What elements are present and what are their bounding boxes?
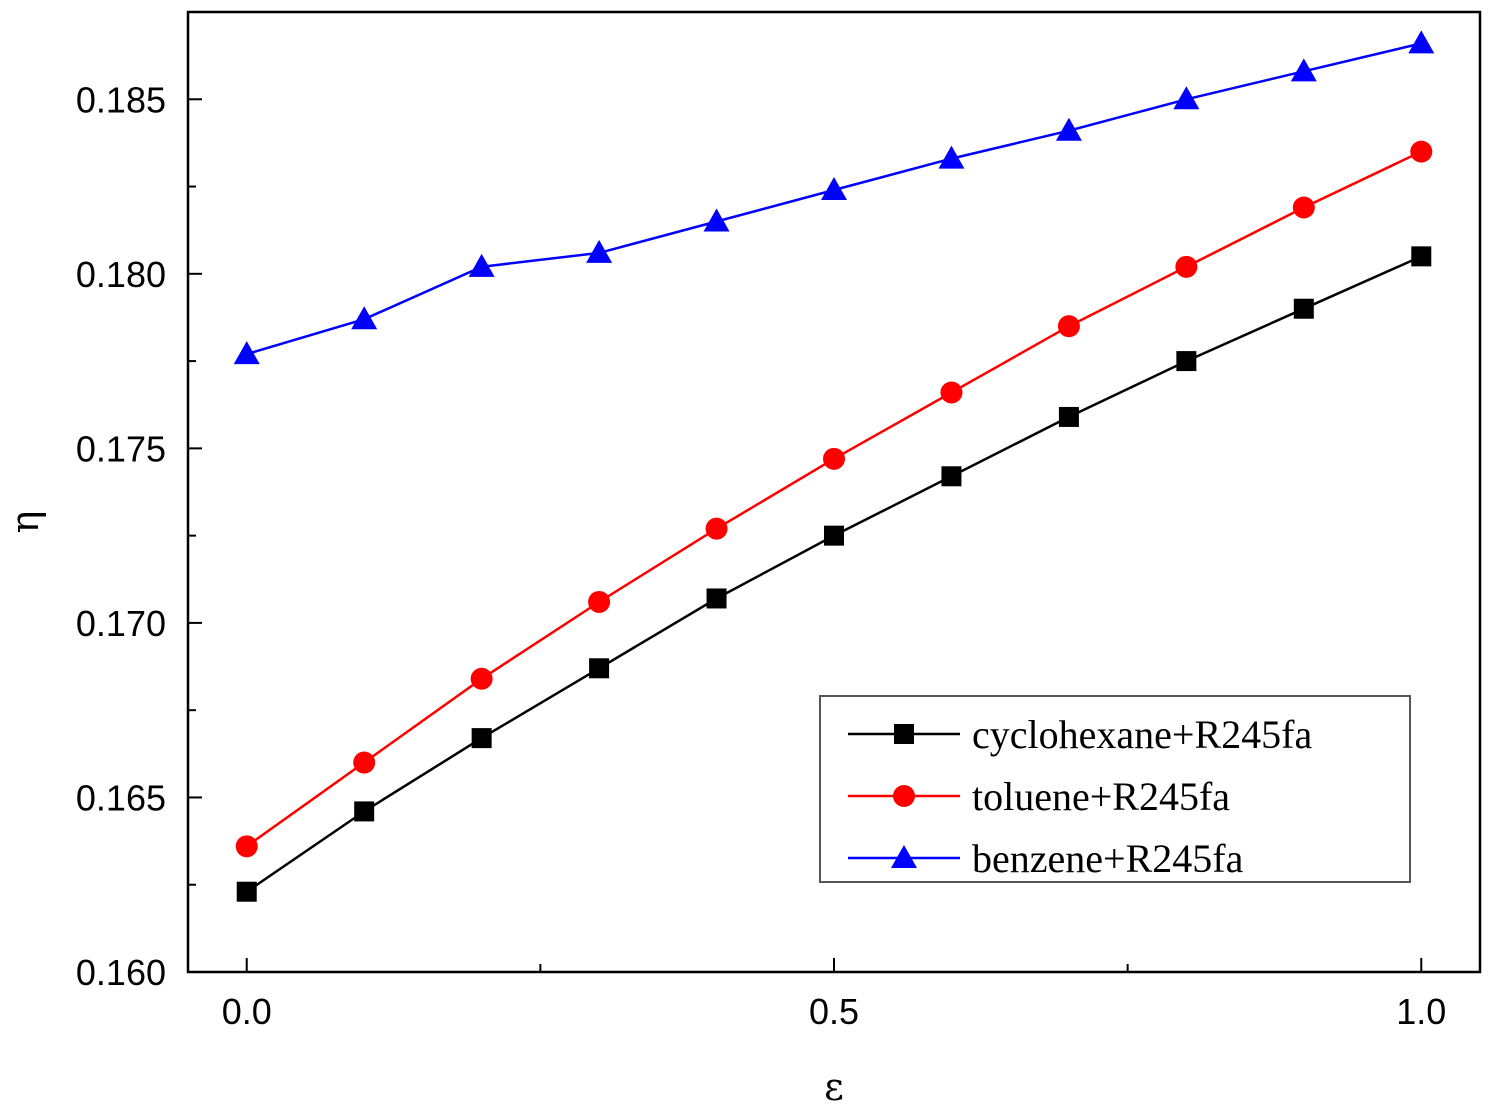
data-point	[1408, 30, 1435, 54]
data-point	[471, 728, 492, 749]
y-tick-label: 0.175	[76, 428, 166, 469]
data-point	[236, 881, 257, 902]
y-axis-title: η	[3, 511, 47, 534]
y-tick-label: 0.170	[76, 603, 166, 644]
data-point	[468, 253, 495, 277]
data-point	[1292, 196, 1315, 219]
data-point	[588, 590, 611, 613]
data-point	[1057, 315, 1080, 338]
series-toluene+R245fa	[235, 140, 1433, 858]
data-point	[1176, 351, 1197, 372]
series-cyclohexane+R245fa	[236, 246, 1432, 902]
data-point	[823, 447, 845, 470]
series-layer	[233, 30, 1435, 902]
x-tick-label: 1.0	[1396, 991, 1446, 1032]
data-point	[1058, 406, 1079, 427]
x-tick-label: 0.0	[222, 991, 272, 1032]
data-point	[1173, 86, 1200, 110]
data-point	[235, 835, 258, 858]
y-tick-label: 0.165	[76, 777, 166, 818]
axes: 0.160 0.165 0.170 0.175 0.180 0.185 0.0 0.5 1.0	[76, 10, 1482, 1032]
legend-label: toluene+R245fa	[972, 774, 1230, 819]
y-tick-label: 0.160	[76, 952, 166, 993]
x-tick-label: 0.5	[809, 991, 859, 1032]
data-point	[821, 177, 847, 201]
legend-marker	[894, 724, 914, 744]
data-point	[941, 466, 962, 487]
data-point	[1290, 58, 1317, 82]
data-point	[824, 525, 844, 546]
data-point	[353, 751, 376, 774]
data-point	[1411, 246, 1432, 267]
legend-marker	[893, 785, 915, 807]
x-axis-title: ε	[824, 1065, 844, 1109]
data-point	[470, 667, 493, 690]
data-point	[233, 341, 260, 365]
legend-box	[819, 695, 1411, 883]
data-point	[705, 517, 728, 540]
data-point	[706, 588, 727, 609]
data-point	[940, 381, 963, 404]
data-point	[586, 239, 613, 263]
y-tick-label: 0.180	[76, 254, 166, 295]
legend: cyclohexane+R245fa toluene+R245fa benzene+…	[819, 695, 1411, 883]
data-point	[1410, 140, 1433, 163]
data-point	[1293, 298, 1314, 319]
data-point	[1055, 117, 1082, 141]
data-point	[589, 658, 610, 679]
data-point	[703, 208, 730, 232]
y-tick-label: 0.185	[76, 79, 166, 120]
data-point	[354, 801, 375, 822]
data-point	[938, 145, 965, 169]
legend-label: cyclohexane+R245fa	[972, 712, 1312, 757]
data-point	[351, 306, 378, 330]
series-benzene+R245fa	[233, 30, 1435, 365]
legend-marker	[891, 845, 917, 868]
legend-label: benzene+R245fa	[972, 836, 1244, 881]
data-point	[1175, 255, 1198, 278]
